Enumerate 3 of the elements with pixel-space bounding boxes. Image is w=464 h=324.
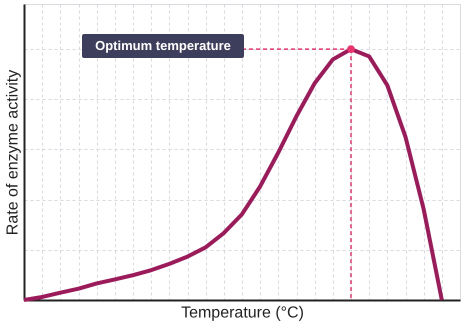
- annotation: Optimum temperature: [95, 38, 231, 53]
- y-axis-title: Rate of enzyme activity: [4, 70, 22, 236]
- x-axis-title: Temperature (°C): [181, 304, 304, 322]
